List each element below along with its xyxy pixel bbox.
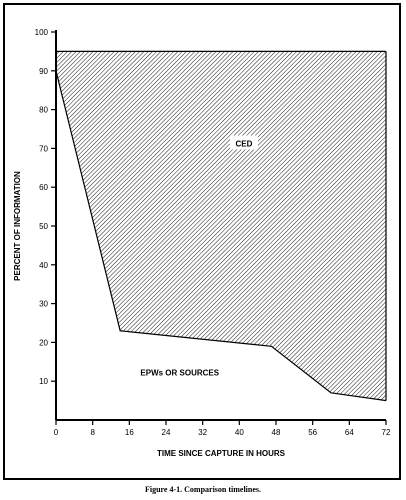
figure-caption: Figure 4-1. Comparison timelines. [144,485,262,494]
x-tick-label: 72 [382,428,391,437]
x-tick-label: 40 [235,428,244,437]
ced-label: CED [235,140,252,149]
y-tick-label: 60 [39,183,48,192]
y-tick-label: 40 [39,261,48,270]
epw-sources-line [55,70,387,402]
ced-label-box [229,135,258,150]
y-tick-label: 90 [39,67,48,76]
x-tick-label: 8 [90,428,95,437]
y-tick-label: 100 [35,28,49,37]
y-tick-label: 30 [39,300,48,309]
y-tick-label: 20 [39,338,48,347]
x-tick-label: 56 [308,428,317,437]
x-tick-label: 48 [272,428,281,437]
epw-sources-label: EPWs OR SOURCES [140,368,219,377]
x-tick-label: 24 [162,428,171,437]
y-tick-label: 10 [39,377,48,386]
y-tick-label: 80 [39,106,48,115]
y-tick-label: 50 [39,222,48,231]
x-tick-label: 32 [198,428,207,437]
x-tick-label: 16 [125,428,134,437]
x-tick-label: 64 [345,428,354,437]
y-tick-label: 70 [39,144,48,153]
x-tick-label: 0 [54,428,59,437]
y-axis-label: PERCENT OF INFORMATION [13,171,22,281]
figure-frame [3,3,401,480]
x-axis-label: TIME SINCE CAPTURE IN HOURS [157,449,286,458]
ced-hatched-area [56,51,386,401]
